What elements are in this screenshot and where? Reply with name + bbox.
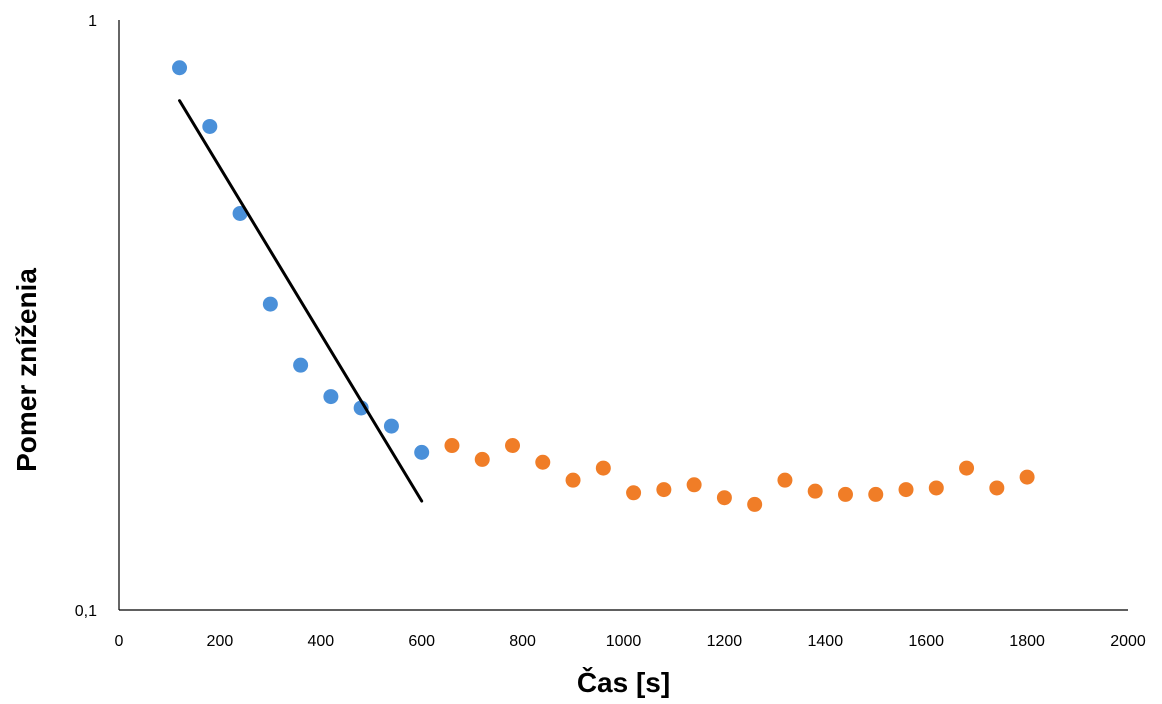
data-point	[353, 400, 369, 416]
data-point	[959, 460, 975, 476]
data-point	[807, 483, 823, 499]
scatter-series-1	[172, 60, 430, 460]
trend-line	[178, 99, 424, 503]
axes	[118, 20, 1128, 611]
data-point	[716, 490, 732, 506]
data-point	[747, 496, 763, 512]
scatter-series-2	[444, 438, 1035, 512]
data-point	[505, 438, 521, 454]
x-tick-label: 1200	[707, 633, 743, 650]
data-point	[686, 477, 702, 493]
data-point	[989, 480, 1005, 496]
data-point	[868, 486, 884, 502]
data-point	[474, 451, 490, 467]
data-point	[444, 438, 460, 454]
y-axis-title: Pomer zníženia	[11, 268, 42, 472]
x-axis-title: Čas [s]	[577, 666, 670, 698]
x-tick-label: 1600	[908, 633, 944, 650]
data-point	[928, 480, 944, 496]
y-tick-labels: 0,11	[75, 13, 97, 620]
data-point	[595, 460, 611, 476]
y-tick-label: 0,1	[75, 603, 97, 620]
data-point	[626, 485, 642, 501]
data-point	[777, 472, 793, 488]
data-point	[656, 482, 672, 498]
x-tick-label: 1800	[1009, 633, 1045, 650]
data-point	[383, 418, 399, 434]
x-tick-label: 1000	[606, 633, 642, 650]
x-tick-label: 600	[408, 633, 435, 650]
x-tick-label: 1400	[808, 633, 844, 650]
x-tick-labels: 0 200 400 600 800 1000 1200 1400 1600 1800 2000	[115, 633, 1146, 650]
data-point	[414, 444, 430, 460]
data-point	[202, 118, 218, 134]
data-point	[323, 389, 339, 405]
data-point	[535, 454, 551, 470]
data-point	[1019, 469, 1035, 485]
y-tick-label: 1	[88, 13, 97, 30]
x-tick-label: 800	[509, 633, 536, 650]
data-point	[837, 486, 853, 502]
data-point	[898, 482, 914, 498]
x-tick-label: 200	[207, 633, 234, 650]
x-tick-label: 2000	[1110, 633, 1146, 650]
series	[172, 60, 1035, 512]
x-tick-label: 0	[115, 633, 124, 650]
data-point	[172, 60, 188, 76]
data-point	[262, 296, 278, 312]
x-tick-label: 400	[307, 633, 334, 650]
data-point	[293, 357, 309, 373]
data-point	[565, 472, 581, 488]
